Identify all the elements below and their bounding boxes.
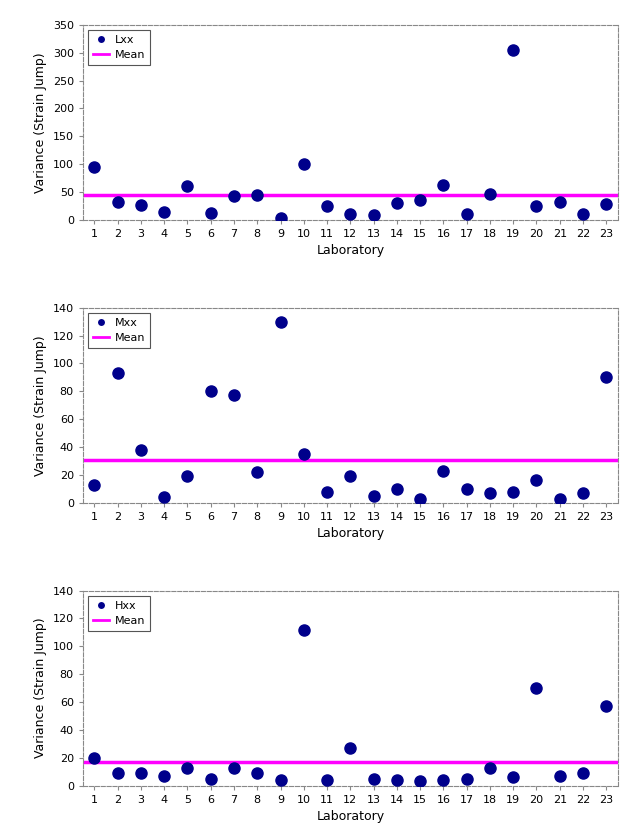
Point [206, 772, 216, 786]
Point [369, 490, 379, 503]
Point [415, 492, 426, 505]
Y-axis label: Variance (Strain Jump): Variance (Strain Jump) [34, 335, 47, 476]
Legend: Mxx, Mean: Mxx, Mean [89, 313, 150, 347]
Point [369, 772, 379, 786]
Point [462, 482, 472, 495]
Point [275, 212, 285, 225]
Legend: Hxx, Mean: Hxx, Mean [89, 596, 150, 630]
Point [485, 486, 495, 500]
Point [578, 767, 588, 780]
Point [89, 751, 99, 764]
Point [322, 485, 332, 498]
Point [322, 199, 332, 213]
Point [555, 195, 565, 208]
Point [182, 179, 192, 193]
Point [159, 490, 169, 504]
Point [392, 482, 402, 495]
Point [159, 205, 169, 218]
Point [89, 478, 99, 491]
Point [531, 474, 541, 487]
Point [89, 160, 99, 174]
Point [555, 492, 565, 505]
Point [438, 179, 448, 192]
Point [113, 195, 123, 208]
Point [485, 761, 495, 774]
Point [275, 315, 285, 328]
X-axis label: Laboratory: Laboratory [317, 810, 384, 823]
Point [182, 470, 192, 483]
Point [229, 189, 239, 203]
Point [601, 198, 612, 211]
Point [462, 208, 472, 221]
Point [229, 761, 239, 774]
Point [415, 194, 426, 207]
Point [136, 198, 146, 212]
Point [345, 742, 355, 755]
Point [555, 769, 565, 782]
Point [508, 771, 519, 784]
Point [369, 209, 379, 222]
Point [206, 385, 216, 398]
Point [252, 189, 262, 202]
Point [531, 199, 541, 213]
Point [252, 466, 262, 479]
Point [113, 366, 123, 380]
Point [159, 769, 169, 782]
Point [136, 767, 146, 780]
Legend: Lxx, Mean: Lxx, Mean [89, 31, 150, 65]
Y-axis label: Variance (Strain Jump): Variance (Strain Jump) [34, 52, 47, 193]
Point [508, 43, 519, 56]
Y-axis label: Variance (Strain Jump): Variance (Strain Jump) [34, 618, 47, 758]
Point [485, 187, 495, 200]
Point [508, 485, 519, 498]
Point [299, 447, 309, 461]
Point [578, 208, 588, 221]
Point [252, 767, 262, 780]
Point [392, 773, 402, 786]
Point [462, 772, 472, 786]
Point [601, 370, 612, 384]
Point [113, 767, 123, 780]
Point [206, 206, 216, 219]
Point [345, 208, 355, 221]
Point [322, 773, 332, 786]
Point [438, 464, 448, 477]
Point [345, 470, 355, 483]
Point [392, 197, 402, 210]
Point [299, 157, 309, 170]
Point [415, 775, 426, 788]
Point [299, 623, 309, 636]
Point [229, 389, 239, 402]
Point [601, 700, 612, 713]
Point [531, 681, 541, 695]
X-axis label: Laboratory: Laboratory [317, 528, 384, 540]
Point [182, 761, 192, 774]
Point [438, 773, 448, 786]
X-axis label: Laboratory: Laboratory [317, 245, 384, 257]
Point [136, 443, 146, 457]
Point [275, 773, 285, 786]
Point [578, 486, 588, 500]
